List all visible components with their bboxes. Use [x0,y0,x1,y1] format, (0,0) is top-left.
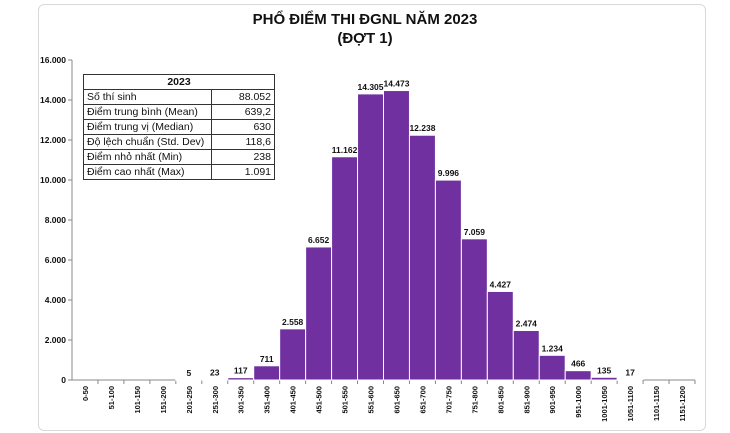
x-tick-label: 401-450 [289,386,298,414]
stat-value: 118,6 [211,134,275,150]
x-tick-label: 801-850 [496,386,505,414]
stats-table-header: 2023 [83,74,275,90]
x-tick-label: 351-400 [263,386,272,414]
y-tick-label: 12.000 [40,135,66,145]
x-tick-label: 701-750 [444,386,453,414]
stats-table: 2023 Số thí sinh 88.052 Điểm trung bình (… [83,74,275,180]
x-tick-label: 601-650 [392,386,401,414]
bar-value-label: 14.305 [358,82,384,92]
bar-value-label: 2.474 [516,319,538,329]
bar-value-label: 135 [597,365,611,375]
y-tick-label: 14.000 [40,95,66,105]
y-tick-label: 0 [61,375,66,385]
stat-label: Độ lệch chuẩn (Std. Dev) [83,134,212,150]
x-tick-label: 901-950 [548,386,557,414]
chart-title: PHỔ ĐIỂM THI ĐGNL NĂM 2023 [252,11,478,28]
histogram-bar [175,379,203,381]
table-row: Độ lệch chuẩn (Std. Dev) 118,6 [83,134,275,150]
x-tick-label: 1101-1150 [652,386,661,421]
histogram-bar [590,376,618,381]
bar-value-label: 2.558 [282,317,304,327]
bar-value-label: 12.238 [409,123,435,133]
stat-label: Điểm trung bình (Mean) [83,104,212,120]
histogram-bar [279,328,307,381]
x-tick-label: 501-550 [341,386,350,414]
x-tick-label: 451-500 [315,386,324,414]
x-tick-label: 1151-1200 [678,386,687,421]
table-row: Điểm cao nhất (Max) 1.091 [83,164,275,180]
x-tick-label: 201-250 [185,386,194,414]
bar-value-label: 4.427 [490,279,512,289]
histogram-bar [201,379,229,381]
x-tick-label: 651-700 [418,386,427,414]
histogram-bar [486,290,514,381]
bar-value-label: 466 [571,359,585,369]
y-tick-label: 16.000 [40,55,66,65]
y-tick-label: 2.000 [45,335,67,345]
histogram-bar [383,90,410,381]
stat-value: 88.052 [211,89,275,105]
x-tick-label: 551-600 [367,386,376,414]
y-tick-label: 4.000 [45,295,67,305]
x-tick-label: 951-1000 [574,386,583,418]
x-tick-label: 851-900 [522,386,531,414]
bar-value-label: 9.996 [438,168,460,178]
bar-value-label: 711 [260,354,274,364]
chart-subtitle: (ĐỢT 1) [337,30,393,47]
stat-value: 630 [211,119,275,135]
bar-value-label: 23 [210,368,220,378]
x-tick-label: 1051-1100 [626,386,635,421]
bar-value-label: 6.652 [308,235,330,245]
x-tick-label: 1001-1050 [600,386,609,422]
stat-label: Số thí sinh [83,89,212,105]
stat-value: 238 [211,149,275,165]
x-tick-label: 151-200 [159,386,168,414]
bar-value-label: 1.234 [542,343,564,353]
x-tick-label: 0-50 [81,386,90,401]
stat-value: 639,2 [211,104,275,120]
bar-value-label: 14.473 [383,79,409,89]
histogram-bar [460,238,488,381]
table-row: Điểm trung bình (Mean) 639,2 [83,104,275,120]
y-tick-label: 6.000 [45,255,67,265]
bar-value-label: 5 [186,368,191,378]
table-row: Điểm nhỏ nhất (Min) 238 [83,149,275,165]
table-row: Số thí sinh 88.052 [83,89,275,105]
histogram-bar [331,156,359,381]
histogram-bar [616,379,644,381]
histogram-bar [227,377,255,381]
y-tick-label: 8.000 [45,215,67,225]
x-tick-label: 301-350 [237,386,246,414]
table-row: Điểm trung vị (Median) 630 [83,119,275,135]
stat-label: Điểm trung vị (Median) [83,119,212,135]
x-tick-label: 101-150 [133,386,142,414]
bar-value-label: 17 [625,368,635,378]
y-tick-label: 10.000 [40,175,66,185]
x-tick-label: 251-300 [211,386,220,414]
histogram-bar [512,330,540,381]
x-tick-label: 751-800 [470,386,479,414]
bar-value-label: 11.162 [332,145,358,155]
stat-value: 1.091 [211,164,275,180]
histogram-bar [408,134,436,381]
histogram-bar [434,179,462,381]
bar-value-label: 7.059 [464,227,486,237]
histogram-bar [538,354,566,381]
histogram-bar [305,246,333,381]
stat-label: Điểm cao nhất (Max) [83,164,212,180]
histogram-bar [564,370,592,381]
stat-label: Điểm nhỏ nhất (Min) [83,149,212,165]
bar-value-label: 117 [234,366,248,376]
histogram-bar [253,365,281,381]
histogram-bar [357,93,384,381]
x-tick-label: 51-100 [107,386,116,409]
